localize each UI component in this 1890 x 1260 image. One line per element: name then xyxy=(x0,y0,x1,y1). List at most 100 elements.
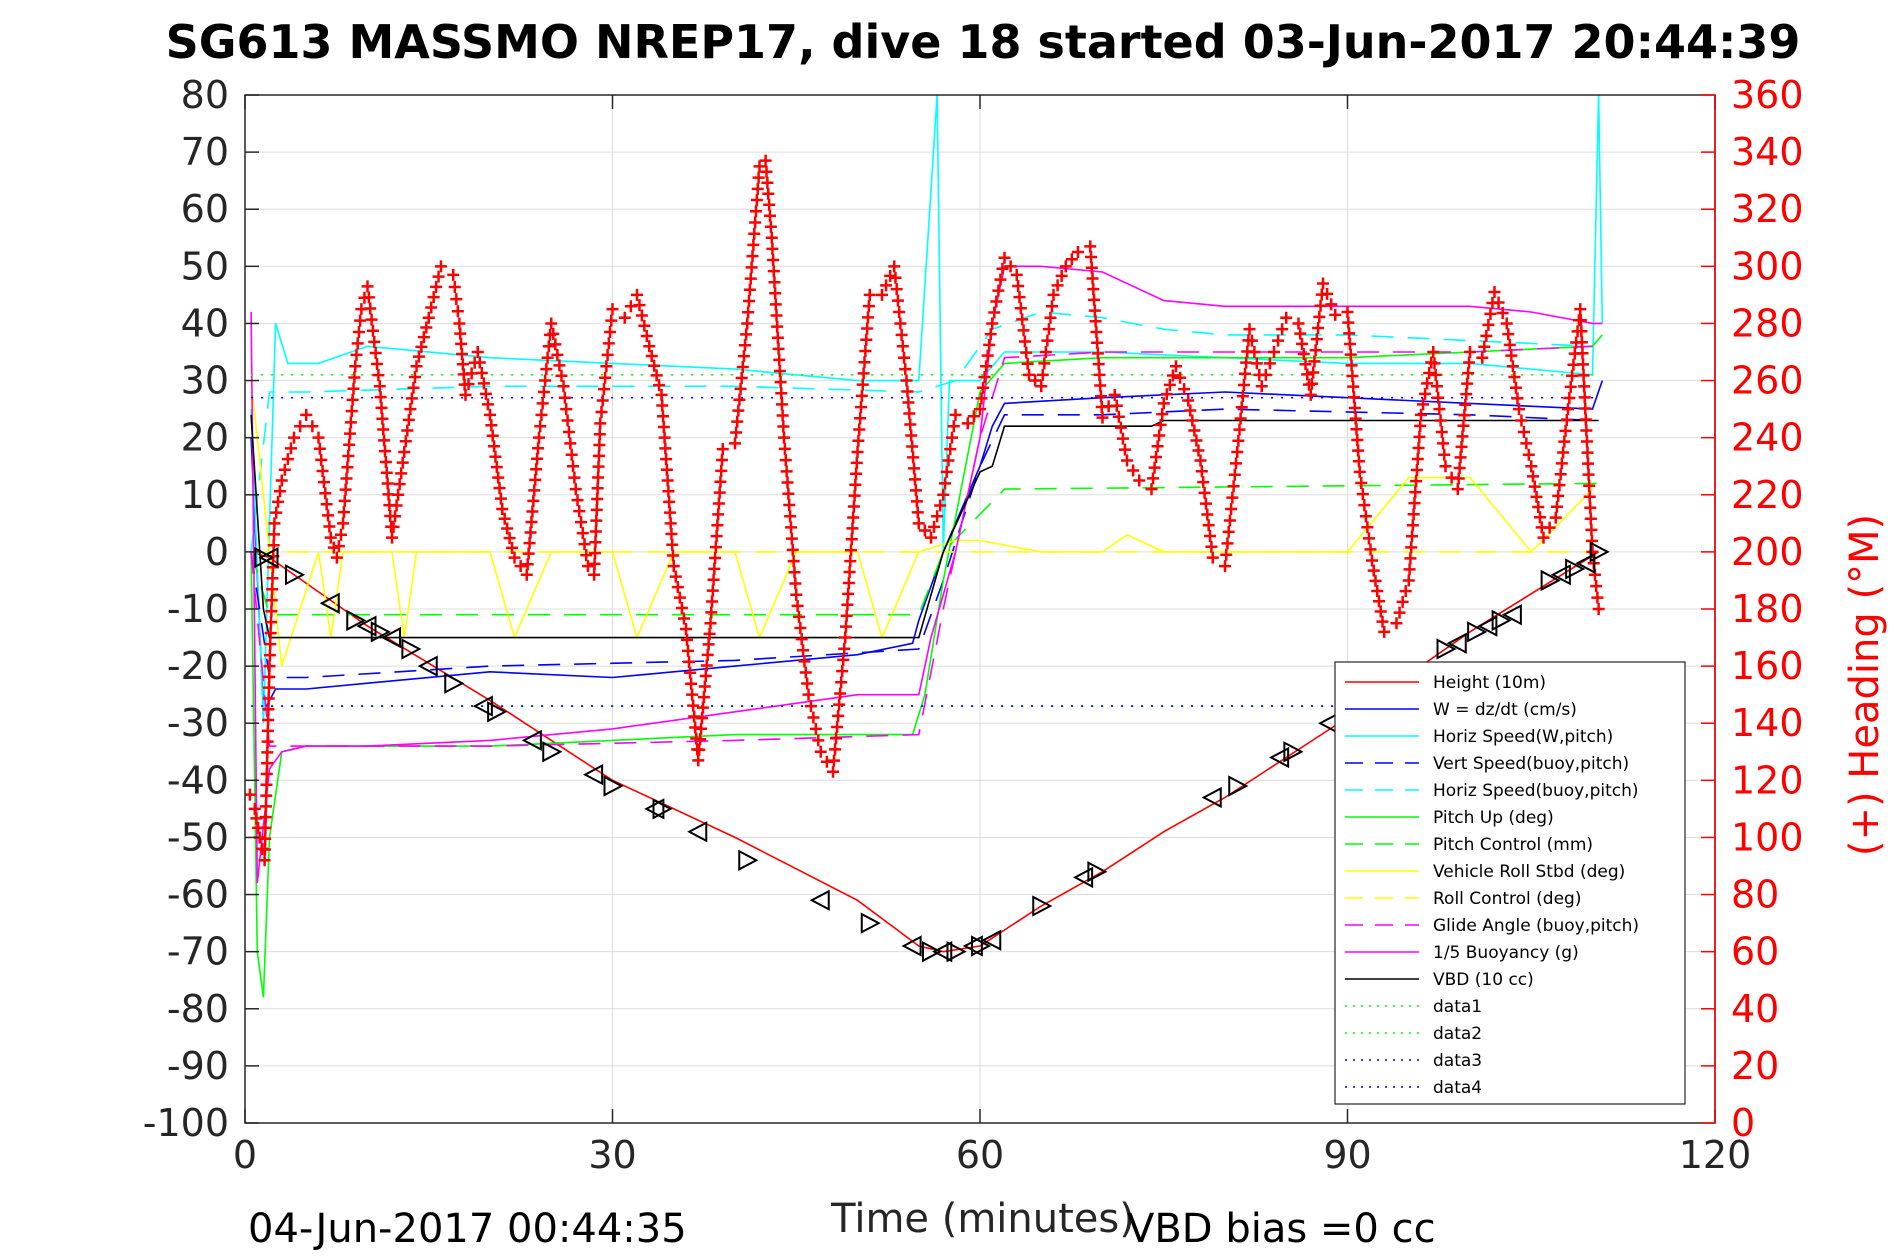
heading-marker xyxy=(381,477,394,490)
heading-marker xyxy=(1029,374,1042,387)
x-axis-label: Time (minutes) xyxy=(830,1196,1135,1242)
heading-marker xyxy=(564,437,577,450)
heading-marker xyxy=(453,317,466,330)
heading-marker xyxy=(349,360,362,373)
heading-marker xyxy=(732,404,745,417)
heading-marker xyxy=(1488,286,1501,299)
heading-marker xyxy=(362,291,375,304)
heading-marker xyxy=(686,688,699,701)
heading-marker xyxy=(1503,338,1516,351)
heading-marker xyxy=(1089,315,1102,328)
heading-marker xyxy=(1356,488,1369,501)
heading-marker xyxy=(316,464,329,477)
heading-marker xyxy=(693,743,706,756)
y-tick-label: -60 xyxy=(167,873,229,917)
heading-marker xyxy=(1451,483,1464,496)
heading-marker xyxy=(320,498,333,511)
heading-marker xyxy=(840,609,853,622)
heading-marker xyxy=(779,454,792,467)
heading-marker xyxy=(1231,445,1244,458)
heading-marker xyxy=(838,642,851,655)
heading-marker xyxy=(260,767,273,780)
heading-marker xyxy=(1460,388,1473,401)
heading-marker xyxy=(553,359,566,372)
heading-marker xyxy=(1239,367,1252,380)
series-line xyxy=(250,334,1603,998)
heading-marker xyxy=(1234,412,1247,425)
heading-marker xyxy=(692,754,705,767)
heading-marker xyxy=(373,380,386,393)
heading-marker xyxy=(588,557,601,570)
heading-marker xyxy=(593,439,606,452)
heading-marker xyxy=(317,476,330,489)
heading-marker xyxy=(828,754,841,767)
heading-marker xyxy=(334,528,347,541)
heading-marker xyxy=(1090,326,1103,339)
heading-marker xyxy=(597,383,610,396)
heading-marker xyxy=(859,344,872,357)
heading-marker xyxy=(1399,585,1412,598)
heading-marker xyxy=(961,417,974,430)
heading-marker xyxy=(425,301,438,314)
heading-marker xyxy=(911,506,924,519)
right-tick-label: 60 xyxy=(1731,930,1779,974)
heading-marker xyxy=(1255,380,1268,393)
heading-marker xyxy=(1039,346,1052,358)
heading-marker xyxy=(1558,435,1571,448)
heading-marker xyxy=(1534,511,1546,524)
heading-marker xyxy=(558,391,571,404)
heading-marker xyxy=(707,573,720,586)
heading-marker xyxy=(262,681,275,694)
heading-marker xyxy=(562,425,575,438)
heading-marker xyxy=(1317,277,1329,290)
heading-marker xyxy=(605,314,618,327)
heading-marker xyxy=(522,547,535,560)
heading-marker xyxy=(1585,523,1598,536)
heading-marker xyxy=(1378,625,1391,638)
heading-marker xyxy=(747,238,760,251)
heading-marker xyxy=(746,250,759,263)
heading-marker xyxy=(1147,472,1160,485)
heading-marker xyxy=(928,520,941,533)
heading-marker xyxy=(1010,268,1023,281)
y-tick-label: 10 xyxy=(181,473,229,517)
depth-marker xyxy=(319,592,340,614)
heading-marker xyxy=(980,360,993,373)
heading-marker xyxy=(1236,390,1249,403)
heading-marker xyxy=(506,541,519,554)
heading-marker xyxy=(1042,323,1055,336)
heading-marker xyxy=(594,417,607,430)
heading-marker xyxy=(766,242,779,255)
right-tick-label: 280 xyxy=(1731,301,1804,345)
heading-marker xyxy=(1344,348,1357,361)
heading-marker xyxy=(833,698,846,711)
heading-marker xyxy=(876,288,888,301)
heading-marker xyxy=(657,410,670,423)
heading-marker xyxy=(1096,411,1109,424)
heading-marker xyxy=(910,495,923,508)
heading-marker xyxy=(1072,246,1084,259)
heading-marker xyxy=(708,562,721,575)
heading-marker xyxy=(278,463,291,476)
heading-marker xyxy=(908,473,921,486)
heading-marker xyxy=(729,437,741,450)
heading-marker xyxy=(640,330,653,343)
heading-marker xyxy=(1429,368,1442,381)
heading-marker xyxy=(767,265,780,278)
depth-marker xyxy=(1032,895,1053,917)
heading-marker xyxy=(850,456,863,469)
y-tick-label: -50 xyxy=(167,815,229,859)
heading-marker xyxy=(1364,543,1377,556)
heading-marker xyxy=(812,734,825,747)
heading-marker xyxy=(1457,419,1470,432)
heading-marker xyxy=(1201,508,1214,521)
heading-marker xyxy=(284,442,297,455)
heading-marker xyxy=(660,463,673,476)
heading-marker xyxy=(378,434,391,447)
heading-marker xyxy=(1228,468,1241,481)
heading-marker xyxy=(854,412,867,425)
heading-marker xyxy=(858,356,871,369)
heading-marker xyxy=(1455,440,1468,453)
heading-marker xyxy=(704,617,717,630)
heading-marker xyxy=(263,670,276,683)
